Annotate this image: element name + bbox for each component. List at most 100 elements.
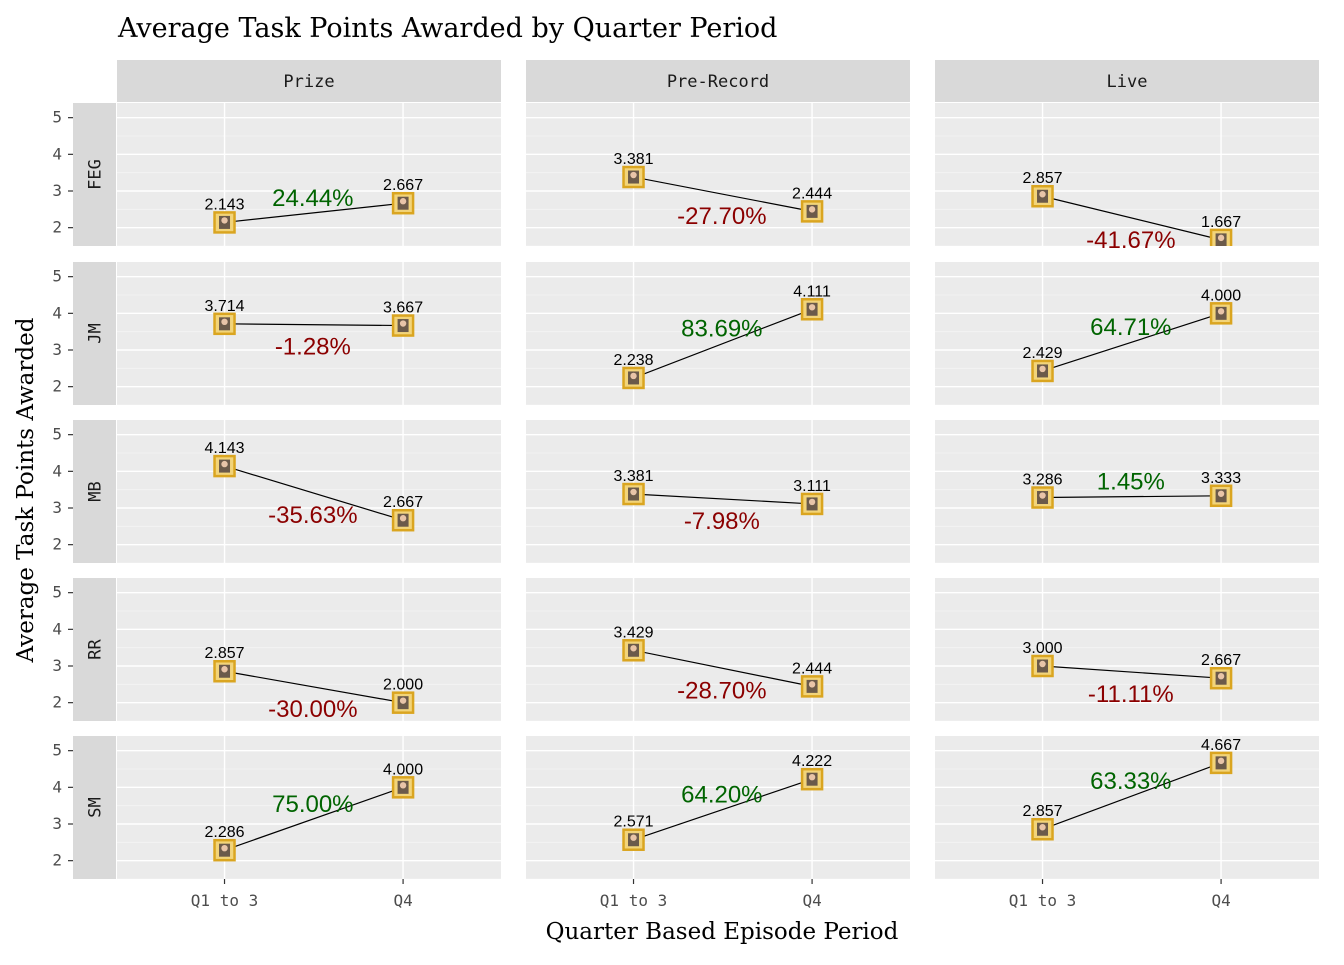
panel-background: [526, 262, 910, 405]
row-strip-jm: [73, 262, 116, 405]
panel-content: [935, 736, 1319, 879]
panel-content: [117, 736, 501, 879]
percent-change-label: -7.98%: [684, 508, 760, 535]
data-value-label: 2.667: [1201, 652, 1241, 669]
x-tick-label: Q1 to 3: [600, 891, 667, 910]
y-tick-label: 5: [52, 108, 62, 127]
y-tick-label: 4: [52, 144, 62, 163]
y-tick-label: 3: [52, 340, 62, 359]
percent-change-label: 83.69%: [681, 316, 762, 343]
data-point: [1209, 666, 1233, 690]
panel-jm-prerecord: 2.238 4.111 83.69%: [526, 262, 910, 405]
panel-rr-live: 3.000 2.667 -11.11%: [935, 578, 1319, 721]
row-strip-label: FEG: [86, 159, 106, 190]
data-value-label: 4.000: [1201, 287, 1241, 304]
data-value-label: 2.143: [204, 196, 244, 213]
panel-feg-prize: 2.143 2.667 24.44%: [117, 103, 501, 246]
y-tick-label: 5: [52, 741, 62, 760]
y-tick-label: 3: [52, 498, 62, 517]
panel-content: [526, 262, 910, 405]
data-point: [1031, 817, 1054, 841]
percent-change-label: -1.28%: [275, 334, 351, 361]
data-point: [800, 767, 824, 791]
y-tick-label: 2: [52, 218, 62, 237]
panel-sm-prerecord: 2.571 4.222 64.20%: [526, 736, 910, 879]
panel-feg-live: 2.857 1.667 -41.67%: [935, 103, 1319, 254]
panel-background: [117, 103, 501, 246]
y-tick-label: 3: [52, 656, 62, 675]
data-value-label: 3.381: [613, 468, 653, 485]
panel-background: [117, 736, 501, 879]
percent-change-label: -30.00%: [268, 696, 357, 723]
data-point: [1031, 654, 1054, 678]
panel-background: [526, 103, 910, 246]
data-point: [1209, 302, 1233, 325]
data-value-label: 3.111: [793, 478, 831, 495]
panel-jm-live: 2.429 4.000 64.71%: [935, 262, 1319, 405]
y-tick-label: 3: [52, 181, 62, 200]
panel-content: [935, 420, 1319, 563]
row-strip-label: SM: [86, 797, 106, 817]
series-line: [633, 778, 813, 841]
row-strip-label: JM: [86, 323, 106, 343]
panel-content: [117, 262, 501, 405]
row-strip-label: RR: [86, 639, 106, 660]
y-tick-label: 4: [52, 777, 62, 796]
panel-rr-prize: 2.857 2.000 -30.00%: [117, 578, 501, 723]
panel-content: [526, 420, 910, 563]
panel-content: [117, 103, 501, 246]
data-value-label: 4.222: [792, 753, 832, 770]
series-line: [224, 670, 404, 704]
data-value-label: 2.857: [204, 645, 244, 662]
panel-content: [117, 420, 501, 563]
series-line: [1042, 665, 1222, 679]
data-point: [1031, 184, 1054, 208]
percent-change-label: -41.67%: [1086, 227, 1175, 254]
data-point: [1209, 751, 1233, 775]
y-tick-label: 5: [52, 583, 62, 602]
panel-background: [935, 103, 1319, 246]
chart-title: Average Task Points Awarded by Quarter P…: [117, 13, 777, 44]
series-line: [224, 323, 404, 327]
series-line: [633, 493, 813, 505]
data-value-label: 4.000: [383, 761, 423, 778]
percent-change-label: -28.70%: [677, 677, 766, 704]
panel-mb-prize: 4.143 2.667 -35.63%: [117, 420, 501, 563]
y-tick-label: 4: [52, 619, 62, 638]
panel-background: [526, 578, 910, 721]
data-value-label: 2.857: [1022, 803, 1062, 820]
series-line: [1042, 195, 1222, 241]
panel-background: [117, 262, 501, 405]
data-value-label: 2.667: [383, 494, 423, 511]
percent-change-label: 64.71%: [1090, 314, 1171, 341]
percent-change-label: -11.11%: [1088, 681, 1174, 708]
data-point: [800, 200, 824, 223]
panel-background: [526, 736, 910, 879]
column-strip-live: [935, 60, 1319, 102]
data-point: [1031, 359, 1054, 383]
panel-background: [935, 262, 1319, 405]
series-line: [1042, 762, 1222, 830]
data-value-label: 4.667: [1201, 737, 1241, 754]
panel-rr-prerecord: 3.429 2.444 -28.70%: [526, 578, 910, 721]
data-point: [391, 508, 415, 532]
column-strip-pre-record: [526, 60, 910, 102]
panel-background: [935, 578, 1319, 721]
data-point: [213, 211, 236, 234]
data-value-label: 3.381: [613, 151, 653, 168]
data-value-label: 3.667: [383, 300, 423, 317]
data-point: [213, 838, 236, 862]
data-point: [622, 482, 645, 506]
series-line: [633, 176, 813, 212]
x-tick-label: Q1 to 3: [1009, 891, 1076, 910]
series-line: [224, 465, 404, 521]
data-point: [622, 828, 645, 851]
data-value-label: 2.667: [383, 177, 423, 194]
row-strip-label: MB: [86, 481, 106, 501]
y-tick-label: 3: [52, 814, 62, 833]
data-point: [213, 312, 236, 336]
y-axis-title: Average Task Points Awarded: [13, 317, 39, 663]
x-tick-label: Q4: [393, 891, 412, 910]
data-point: [800, 675, 824, 698]
data-value-label: 3.714: [204, 298, 244, 315]
